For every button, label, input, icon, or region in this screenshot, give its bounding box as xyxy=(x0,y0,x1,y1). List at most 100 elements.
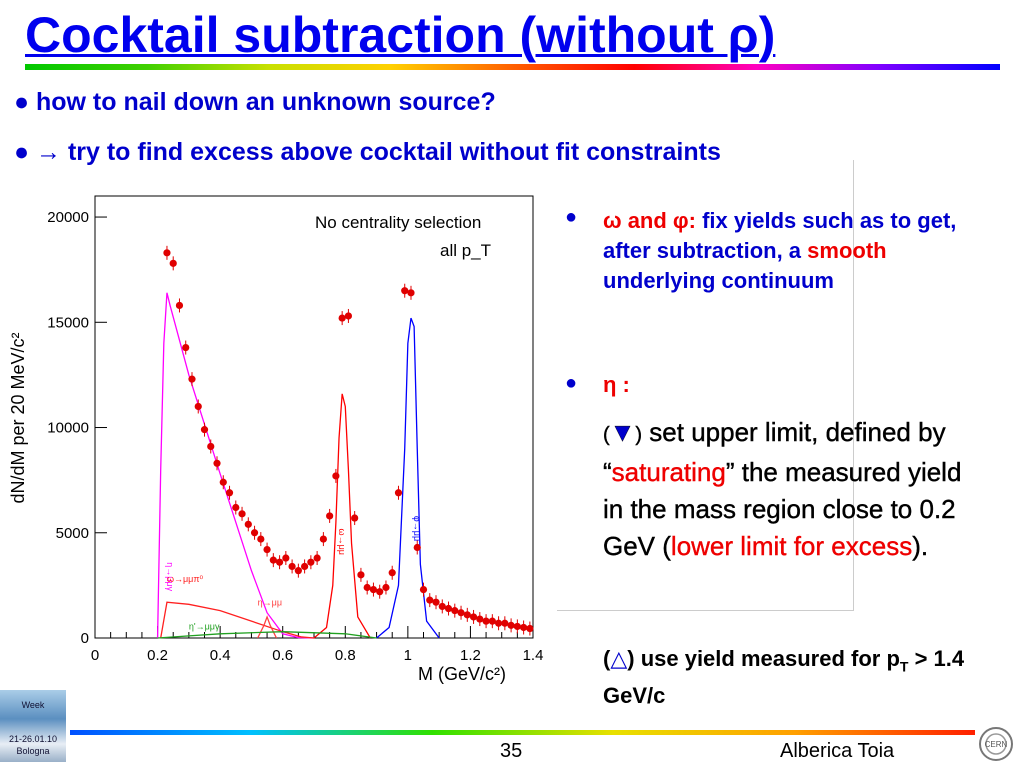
x-tick-label: 1.4 xyxy=(523,647,544,664)
data-point xyxy=(407,289,415,297)
x-tick-label: 0 xyxy=(91,647,99,664)
data-point xyxy=(244,520,252,528)
x-tick-label: 0.6 xyxy=(272,647,293,664)
data-point xyxy=(376,588,384,596)
bullet-dot-icon: ● xyxy=(14,138,30,166)
data-point xyxy=(357,571,365,579)
series-line xyxy=(257,615,278,639)
data-point xyxy=(213,459,221,467)
logo-dates-text: 21-26.01.10 xyxy=(8,734,58,744)
author-name: Alberica Toia xyxy=(780,740,895,762)
series-label-eta-mumugamma: η→μμγ xyxy=(165,562,175,591)
data-point xyxy=(194,402,202,411)
bullet-dot-icon: ● xyxy=(565,206,578,228)
data-point xyxy=(275,558,284,566)
eta-label: η : xyxy=(603,372,630,397)
data-point xyxy=(175,301,184,310)
data-point xyxy=(351,514,359,522)
data-point xyxy=(520,623,528,632)
data-point xyxy=(269,556,277,564)
series-label-omega-dalitz: ω→μμπ⁰ xyxy=(167,574,204,584)
logo-week-text: Week xyxy=(21,700,45,710)
data-point xyxy=(232,503,240,512)
series-line xyxy=(156,292,315,639)
data-point xyxy=(394,489,403,497)
bullet-dot-icon: ● xyxy=(565,372,578,394)
filled-triangle-icon: ▼ xyxy=(609,417,636,447)
chart-annotation: all p_T xyxy=(440,241,491,260)
data-point xyxy=(507,621,515,629)
y-axis-label: dN/dM per 20 MeV/c² xyxy=(8,332,28,503)
x-tick-label: 1 xyxy=(404,647,412,664)
data-point xyxy=(401,287,409,295)
x-tick-label: 1.2 xyxy=(460,647,481,664)
saturating-word: saturating xyxy=(611,457,726,487)
data-point xyxy=(438,602,446,611)
data-point xyxy=(225,489,234,497)
svg-text:CERN: CERN xyxy=(985,740,1008,749)
chart-svg: 0 0.2 0.4 0.6 0.8 1 1.2 1.4 0 5000 10000 15000 20000… xyxy=(8,195,544,684)
data-point xyxy=(307,558,315,566)
data-point xyxy=(188,375,196,383)
data-point xyxy=(207,442,215,451)
data-point xyxy=(476,615,484,623)
data-point xyxy=(469,613,478,621)
data-point xyxy=(444,604,453,613)
y-tick-label: 10000 xyxy=(47,420,89,437)
omega-phi-bullet: ● ω and φ: fix yields such as to get, af… xyxy=(565,206,975,296)
series-label-eta-mumu: η→μμ xyxy=(258,597,282,607)
upper-limit-part-3: ). xyxy=(912,531,929,561)
data-point xyxy=(457,609,465,617)
series-label-omega-mumu: ω→μμ xyxy=(337,529,347,555)
series-line xyxy=(160,601,315,639)
y-tick-label: 15000 xyxy=(47,314,89,331)
data-point xyxy=(369,585,378,594)
data-point xyxy=(413,543,421,552)
x-tick-label: 0.8 xyxy=(335,647,356,664)
slide-title: Cocktail subtraction (without ρ) xyxy=(25,7,776,63)
data-point xyxy=(494,619,503,627)
data-point xyxy=(426,596,434,604)
pt-yield-part-2: > 1.4 GeV/c xyxy=(603,646,965,709)
data-point xyxy=(488,617,496,625)
bullet-2-text: → try to find excess above cocktail with… xyxy=(36,138,721,166)
logo-place-text: Bologna xyxy=(16,746,50,756)
data-point xyxy=(326,512,334,520)
text-frame xyxy=(557,160,854,611)
data-point xyxy=(319,535,327,543)
omega-phi-label: ω and φ: xyxy=(603,208,696,233)
data-point xyxy=(263,546,271,554)
x-tick-label: 0.2 xyxy=(147,647,168,664)
lower-limit-words: lower limit for excess xyxy=(670,531,913,561)
pt-yield-text: (△) use yield measured for pT > 1.4 GeV/… xyxy=(603,646,965,709)
data-point xyxy=(282,554,290,562)
data-point xyxy=(482,617,490,625)
data-point xyxy=(363,583,371,592)
pt-subscript: T xyxy=(899,658,909,675)
series-line xyxy=(157,631,377,639)
data-point xyxy=(200,426,209,434)
x-axis-label: M (GeV/c²) xyxy=(418,664,506,684)
data-point xyxy=(169,259,177,267)
data-point xyxy=(250,529,259,537)
data-point xyxy=(344,312,353,320)
data-point xyxy=(294,567,302,575)
x-tick-label: 0.4 xyxy=(210,647,231,664)
page-number: 35 xyxy=(500,740,523,762)
upper-limit-text: (▼) set upper limit, defined by “saturat… xyxy=(603,417,962,561)
bullet-dot-icon: ● xyxy=(14,88,30,116)
open-triangle-icon: △ xyxy=(610,646,628,671)
data-point xyxy=(513,622,521,631)
bullet-2: ● → try to find excess above cocktail wit… xyxy=(14,138,721,167)
eta-bullet: ● η : xyxy=(565,372,630,398)
data-point xyxy=(288,562,296,571)
series-label-eta-prime: η'→μμγ xyxy=(189,622,220,632)
series-line xyxy=(313,393,371,639)
y-tick-label: 20000 xyxy=(47,209,89,226)
data-point xyxy=(382,583,390,592)
data-point xyxy=(163,249,171,257)
omega-phi-text-1: fix yields such as to get, after subtrac… xyxy=(603,208,957,263)
data-point xyxy=(526,624,534,633)
series-label-phi-mumu: φ→μμ xyxy=(412,516,422,541)
footer-rainbow-line xyxy=(70,730,975,735)
